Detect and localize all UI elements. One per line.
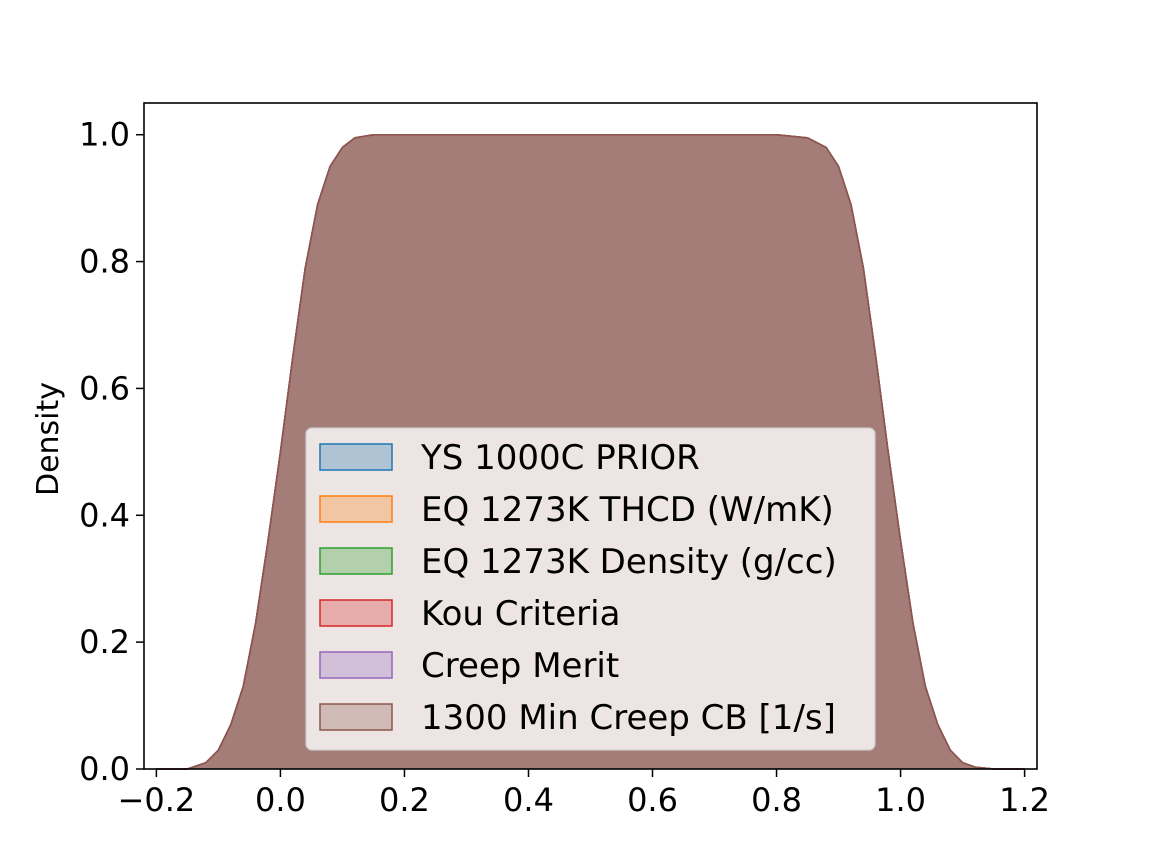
plot-frame: [143, 102, 1038, 770]
legend-swatch: [319, 547, 393, 575]
legend-swatch: [319, 443, 393, 471]
y-tick-label: 0.6: [79, 369, 130, 407]
legend-entry: YS 1000C PRIOR: [319, 438, 700, 478]
legend-swatch: [319, 599, 393, 627]
x-tick-label: 0.8: [751, 781, 802, 819]
legend-frame: [305, 427, 876, 751]
legend-entry: Creep Merit: [319, 646, 619, 686]
legend-label: EQ 1273K THCD (W/mK): [421, 490, 834, 530]
legend-entry: Kou Criteria: [319, 594, 620, 634]
x-tick-label: −0.2: [118, 781, 196, 819]
legend-label: 1300 Min Creep CB [1/s]: [421, 698, 836, 738]
y-tick-label: 0.4: [79, 496, 130, 534]
y-axis: 0.0 0.2 0.4 0.6 0.8 1.0: [79, 116, 144, 788]
legend-entry: EQ 1273K THCD (W/mK): [319, 490, 834, 530]
x-tick-label: 0.4: [503, 781, 554, 819]
x-axis: −0.2 0.0 0.2 0.4 0.6 0.8 1.0 1.2: [118, 769, 1050, 819]
x-tick-label: 0.2: [379, 781, 430, 819]
x-tick-label: 0.6: [627, 781, 678, 819]
y-axis-title: Density: [31, 382, 66, 496]
legend-label: YS 1000C PRIOR: [420, 438, 700, 478]
legend-label: EQ 1273K Density (g/cc): [421, 542, 837, 582]
density-line-5: [156, 133, 1025, 770]
legend-swatch: [319, 703, 393, 731]
legend-swatch: [319, 495, 393, 523]
x-tick-label: 0.0: [255, 781, 306, 819]
legend-entry: 1300 Min Creep CB [1/s]: [319, 698, 836, 738]
y-tick-label: 1.0: [79, 116, 130, 154]
legend-label: Creep Merit: [421, 646, 619, 686]
legend-entry: EQ 1273K Density (g/cc): [319, 542, 837, 582]
legend-label: Kou Criteria: [421, 594, 620, 634]
y-tick-label: 0.0: [79, 750, 130, 788]
legend: YS 1000C PRIOR EQ 1273K THCD (W/mK) EQ 127…: [305, 427, 876, 751]
x-tick-label: 1.0: [875, 781, 926, 819]
y-tick-label: 0.8: [79, 243, 130, 281]
x-tick-label: 1.2: [999, 781, 1050, 819]
y-tick-label: 0.2: [79, 623, 130, 661]
legend-swatch: [319, 651, 393, 679]
